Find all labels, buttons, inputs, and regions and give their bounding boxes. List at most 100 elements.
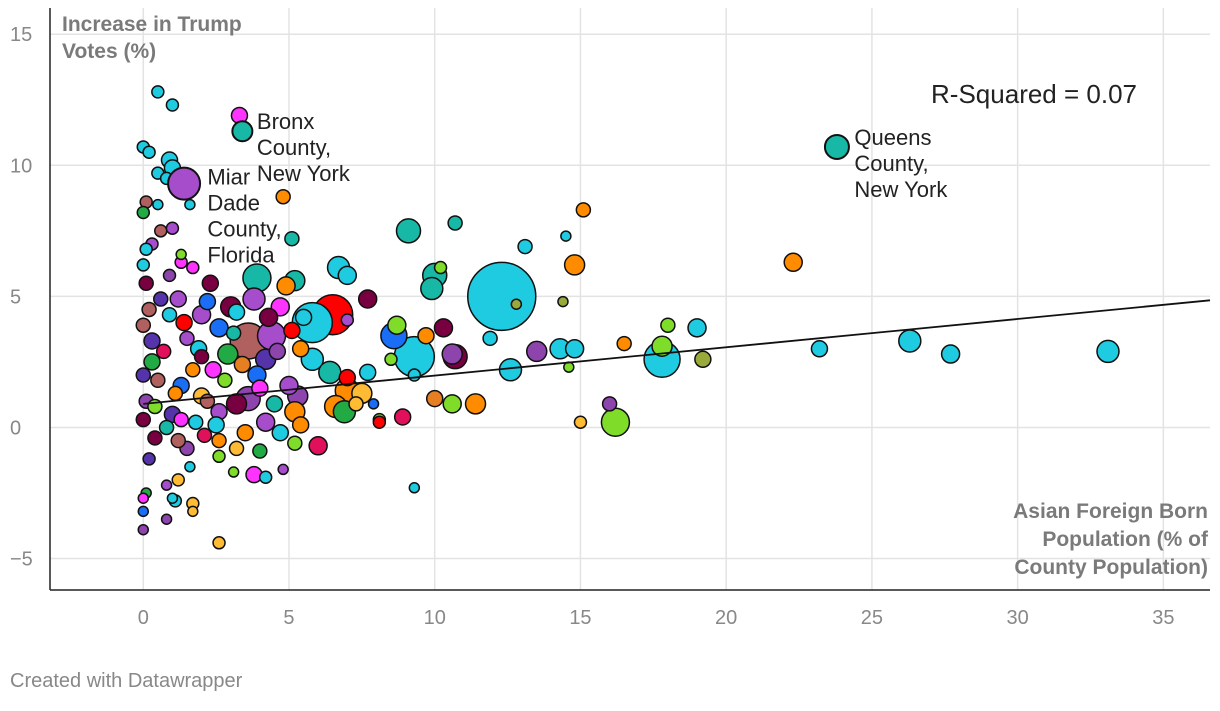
labeled-data-point (231, 120, 254, 143)
data-point (898, 329, 922, 353)
trendline-group (143, 299, 1211, 405)
data-point (161, 306, 178, 323)
x-tick-label: 20 (715, 607, 737, 629)
data-point (275, 189, 291, 205)
data-point (228, 440, 245, 457)
data-point (810, 340, 829, 358)
data-point (660, 317, 676, 333)
annotation-label: Miar (207, 164, 250, 189)
data-point (187, 414, 204, 430)
data-point (137, 492, 150, 504)
data-point (217, 372, 233, 389)
data-point (201, 274, 220, 293)
data-point (135, 411, 152, 428)
data-point (139, 242, 153, 256)
data-point (268, 342, 287, 361)
data-point (193, 348, 210, 365)
data-point (348, 396, 364, 412)
data-point (160, 513, 173, 525)
data-point (212, 536, 226, 550)
data-point (175, 248, 187, 261)
data-point (211, 432, 227, 449)
data-point (258, 470, 273, 485)
data-point (186, 260, 200, 275)
data-point (940, 344, 961, 364)
data-point (171, 473, 185, 487)
data-point (372, 415, 387, 429)
data-point (165, 221, 180, 235)
annotation-label: County, (854, 151, 928, 176)
data-point (277, 463, 289, 476)
data-point (155, 343, 172, 360)
data-point (284, 230, 300, 247)
data-point (225, 393, 248, 415)
data-point (236, 423, 255, 442)
data-point (395, 218, 422, 244)
labeled-data-point (167, 166, 202, 201)
data-point (150, 372, 166, 389)
data-point (517, 238, 533, 255)
data-point (217, 343, 239, 365)
data-point (393, 408, 412, 426)
data-point (167, 385, 184, 402)
data-point (185, 362, 201, 378)
data-point (258, 307, 279, 328)
annotation-label: New York (854, 177, 948, 202)
data-point (467, 261, 537, 332)
data-point (255, 412, 276, 432)
labeled-points (167, 120, 850, 201)
data-point (166, 492, 179, 504)
data-point (135, 317, 152, 333)
data-point (136, 205, 151, 220)
data-point (337, 265, 358, 286)
data-point (141, 301, 157, 318)
data-point (420, 276, 444, 301)
data-point (227, 466, 240, 478)
data-point (147, 430, 163, 446)
x-tick-label: 25 (861, 607, 883, 629)
data-point (276, 276, 296, 296)
data-point (207, 416, 225, 434)
y-tick-label: 0 (10, 417, 21, 439)
data-point (308, 436, 328, 456)
data-point (425, 389, 444, 408)
data-point (357, 289, 378, 309)
data-point (252, 443, 268, 459)
data-point (154, 224, 168, 238)
data-point (601, 396, 618, 412)
data-point (137, 505, 150, 518)
data-point (165, 98, 180, 112)
data-point (563, 254, 586, 276)
annotation-label: New York (257, 161, 351, 186)
data-point (783, 252, 803, 273)
data-point (196, 427, 213, 444)
data-point (575, 202, 592, 218)
data-point (153, 291, 169, 307)
data-point (687, 318, 707, 338)
data-point (408, 482, 421, 494)
y-tick-label: 5 (10, 286, 21, 308)
data-point (318, 360, 342, 385)
data-point (340, 313, 355, 327)
data-point (616, 335, 632, 352)
data-point (291, 340, 310, 358)
axis-titles: Increase in Trump Votes (%) Asian Foreign … (62, 13, 1209, 579)
data-point (265, 395, 284, 413)
data-point (573, 415, 588, 429)
data-point (442, 394, 462, 414)
data-point (204, 361, 222, 379)
annotation-label: Queens (854, 125, 931, 150)
data-point (169, 290, 187, 308)
data-point (651, 335, 673, 357)
data-point (525, 340, 548, 363)
data-point (160, 479, 173, 491)
data-point (198, 292, 217, 311)
annotation-label: County, (207, 216, 281, 241)
data-point (170, 432, 186, 449)
data-point (271, 423, 290, 442)
data-point (279, 375, 299, 396)
data-point (184, 198, 196, 211)
data-point (291, 416, 310, 434)
